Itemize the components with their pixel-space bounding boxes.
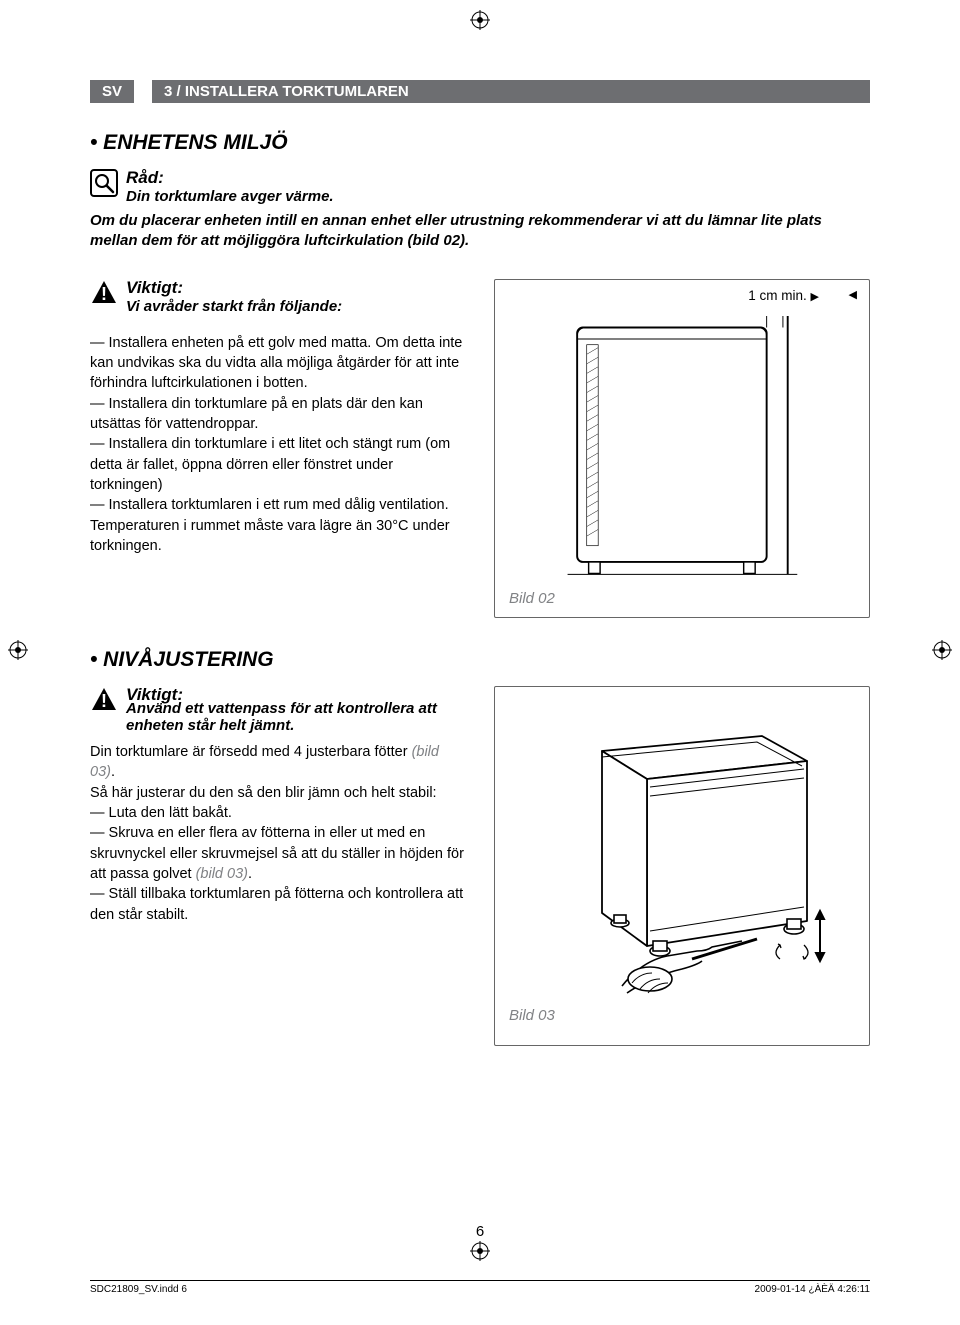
warning-icon: ! xyxy=(90,686,118,714)
section-header-bar: SV 3 / INSTALLERA TORKTUMLAREN xyxy=(90,80,870,103)
section-heading: • ENHETENS MILJÖ xyxy=(90,131,870,155)
important-title: Viktigt: xyxy=(126,279,342,298)
dryer-side-illustration xyxy=(509,294,855,584)
print-footer: SDC21809_SV.indd 6 2009-01-14 ¿ÀÈÄ 4:26:… xyxy=(90,1280,870,1295)
language-tag: SV xyxy=(90,80,134,103)
figure-label: Bild 03 xyxy=(509,1007,855,1024)
important-lead: Vi avråder starkt från följande: xyxy=(126,298,342,315)
chapter-title: 3 / INSTALLERA TORKTUMLAREN xyxy=(152,80,870,103)
body-line: Din torktumlare är försedd med 4 justerb… xyxy=(90,744,412,760)
body-line: . xyxy=(111,764,115,780)
figure-ref: (bild 03) xyxy=(196,866,248,882)
svg-text:!: ! xyxy=(101,284,107,304)
important-lead: Använd ett vattenpass för att kontroller… xyxy=(126,700,466,734)
footer-filename: SDC21809_SV.indd 6 xyxy=(90,1284,187,1295)
figure-03: Bild 03 xyxy=(494,686,870,1046)
intro-paragraph: Om du placerar enheten intill en annan e… xyxy=(90,211,870,252)
figure-02: 1 cm min. ▶ ◀ xyxy=(494,279,870,618)
tip-body: Din torktumlare avger värme. xyxy=(126,188,334,205)
figure-label: Bild 02 xyxy=(509,590,855,607)
tip-title: Råd: xyxy=(126,169,334,188)
warning-body: — Installera enheten på ett golv med mat… xyxy=(90,333,466,556)
arrow-right-icon: ▶ xyxy=(811,290,819,303)
leveling-body: Din torktumlare är försedd med 4 justerb… xyxy=(90,742,466,925)
dryer-leveling-illustration xyxy=(509,701,855,1001)
warning-icon: ! xyxy=(90,279,118,307)
body-line: — Ställ tillbaka torktumlaren på föttern… xyxy=(90,884,466,925)
annotation-text: 1 cm min. xyxy=(748,288,807,303)
body-line: — Luta den lätt bakåt. xyxy=(90,803,466,823)
section-heading: • NIVÅJUSTERING xyxy=(90,648,870,672)
important-callout: ! Viktigt: Vi avråder starkt från följan… xyxy=(90,279,466,315)
footer-timestamp: 2009-01-14 ¿ÀÈÄ 4:26:11 xyxy=(755,1284,870,1295)
svg-text:!: ! xyxy=(101,691,107,711)
arrow-left-icon: ◀ xyxy=(849,288,857,301)
figure-annotation: 1 cm min. ▶ xyxy=(748,288,819,303)
page-number: 6 xyxy=(0,1223,960,1240)
tip-callout: Råd: Din torktumlare avger värme. xyxy=(90,169,870,205)
magnifier-icon xyxy=(90,169,118,197)
warning-body-text: — Installera enheten på ett golv med mat… xyxy=(90,333,466,556)
body-line: . xyxy=(248,866,252,882)
body-line: Så här justerar du den så den blir jämn … xyxy=(90,783,466,803)
body-line: — Skruva en eller flera av fötterna in e… xyxy=(90,825,464,882)
manual-page: SV 3 / INSTALLERA TORKTUMLAREN • ENHETEN… xyxy=(0,0,960,1325)
